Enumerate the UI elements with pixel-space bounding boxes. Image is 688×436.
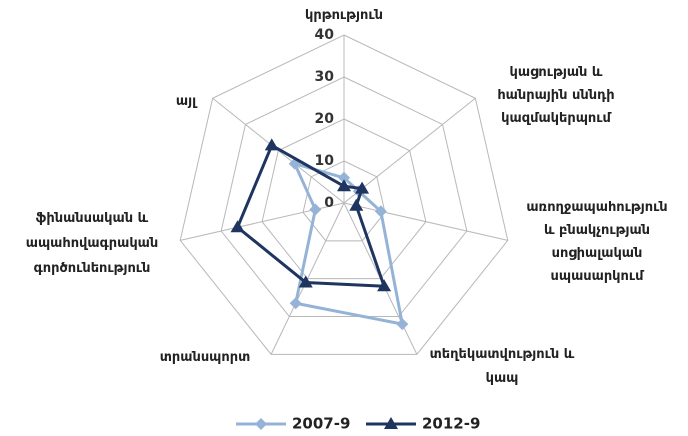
data-point xyxy=(374,205,387,218)
y-tick-label: 20 xyxy=(315,111,335,127)
axis-label: կացության և հանրային սննդի կազմակերպում xyxy=(497,65,614,126)
grid-ring xyxy=(220,76,468,318)
series-line xyxy=(292,161,405,326)
axis-label: առողջապահություն և բնակչության սոցիալական ս… xyxy=(526,200,667,284)
axis-label: այլ xyxy=(176,94,198,109)
axis-label: կրթություն xyxy=(305,8,383,23)
axis-label: տեղեկատվություն և կապ xyxy=(430,347,575,386)
y-tick-label: 40 xyxy=(315,27,335,43)
data-point xyxy=(396,318,409,331)
legend-marker xyxy=(384,417,398,429)
data-point xyxy=(349,198,364,211)
data-point xyxy=(337,179,351,192)
legend-label: 2012-9 xyxy=(422,415,480,433)
y-tick-label: 30 xyxy=(315,69,335,85)
axis-label: ֆինանսական և ապահովագրական գործունեություն xyxy=(26,211,158,276)
data-point xyxy=(338,171,350,184)
series-line xyxy=(235,143,387,288)
data-point xyxy=(289,297,302,310)
spoke xyxy=(343,202,508,241)
grid-ring xyxy=(179,34,509,355)
data-point xyxy=(355,181,370,194)
y-tick-label: 0 xyxy=(324,195,334,211)
grid-ring xyxy=(302,160,386,242)
axis-label: տրանսպորտ xyxy=(160,350,250,365)
data-point xyxy=(377,279,392,292)
legend-label: 2007-9 xyxy=(292,415,350,433)
data-point xyxy=(264,138,279,151)
data-point xyxy=(230,220,245,233)
data-point xyxy=(298,275,313,288)
y-tick-label: 10 xyxy=(315,153,335,169)
data-point xyxy=(309,203,322,216)
legend-marker xyxy=(255,418,267,430)
spoke xyxy=(343,97,476,204)
grid-ring xyxy=(261,118,427,280)
